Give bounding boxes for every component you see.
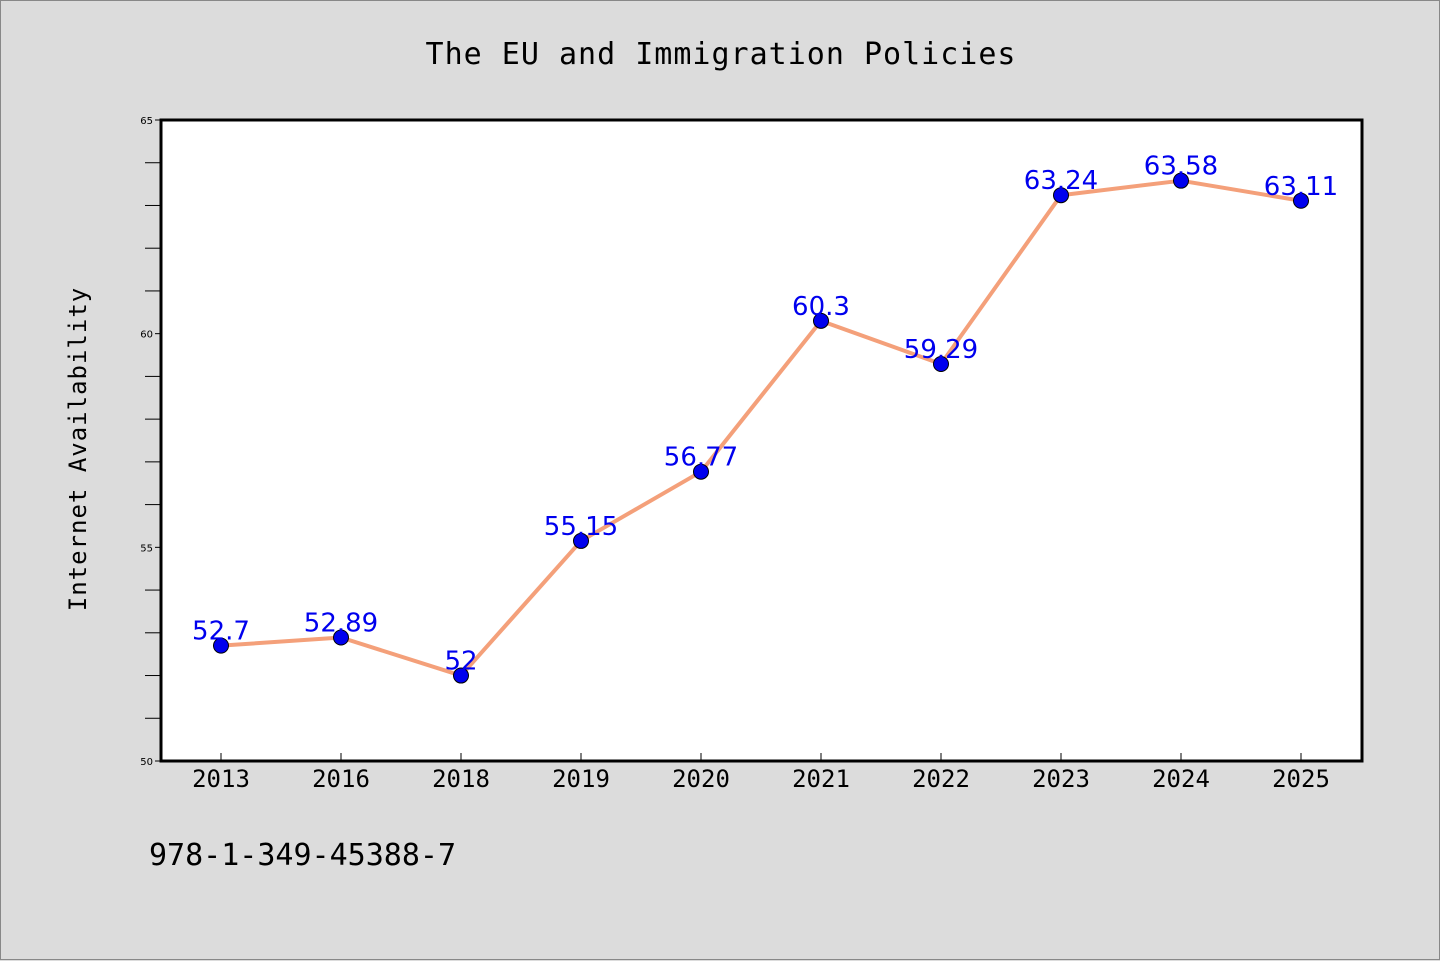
- plot-area: [159, 118, 1364, 763]
- y-tick-label: 60: [140, 330, 153, 341]
- x-tick-label: 2019: [552, 765, 610, 793]
- data-label: 60.3: [792, 292, 850, 322]
- y-tick-label: 65: [140, 116, 153, 127]
- data-label: 63.24: [1024, 166, 1098, 196]
- data-label: 63.11: [1264, 172, 1338, 202]
- x-tick-label: 2022: [912, 765, 970, 793]
- x-tick-label: 2024: [1152, 765, 1210, 793]
- data-point: [213, 637, 229, 654]
- data-point: [573, 532, 589, 549]
- x-tick-label: 2020: [672, 765, 730, 793]
- footnote: 978-1-349-45388-7: [149, 838, 456, 873]
- data-label: 59.29: [904, 335, 978, 365]
- x-tick-label: 2018: [432, 765, 490, 793]
- data-point: [453, 667, 469, 684]
- x-tick-label: 2021: [792, 765, 850, 793]
- data-label: 52: [444, 647, 477, 677]
- y-tick-label: 55: [140, 543, 153, 554]
- chart-title: The EU and Immigration Policies: [426, 37, 1017, 72]
- y-tick-label: 50: [140, 757, 153, 768]
- series-line: [220, 178, 1302, 678]
- data-point: [333, 629, 349, 646]
- data-label: 56.77: [664, 443, 738, 473]
- data-label: 52.89: [304, 609, 378, 639]
- series-layer: 52.7 52.89 52 55.15 56.77 60.3 59.29 63.24 63.58…: [192, 152, 1338, 684]
- y-axis: 50 55 60 65: [140, 116, 161, 768]
- x-tick-label: 2013: [192, 765, 250, 793]
- data-point: [693, 463, 709, 480]
- data-label: 55.15: [544, 512, 618, 542]
- data-point: [1173, 172, 1189, 189]
- y-axis-label: Internet Availability: [64, 287, 92, 611]
- data-point: [1053, 187, 1069, 204]
- data-label: 52.7: [192, 617, 250, 647]
- x-tick-label: 2025: [1272, 765, 1330, 793]
- x-tick-label: 2016: [312, 765, 370, 793]
- data-point: [1293, 192, 1309, 209]
- x-axis: 2013 2016 2018 2019 2020 2021 2022 2023 2024 2025: [192, 753, 1330, 793]
- data-point: [933, 356, 949, 373]
- data-point: [813, 312, 829, 329]
- data-label: 63.58: [1144, 152, 1218, 182]
- x-tick-label: 2023: [1032, 765, 1090, 793]
